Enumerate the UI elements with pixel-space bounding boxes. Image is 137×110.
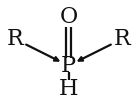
Text: R: R — [6, 28, 23, 50]
Text: O: O — [59, 6, 78, 28]
Text: P: P — [61, 55, 76, 77]
Text: R: R — [114, 28, 131, 50]
Text: H: H — [59, 78, 78, 100]
